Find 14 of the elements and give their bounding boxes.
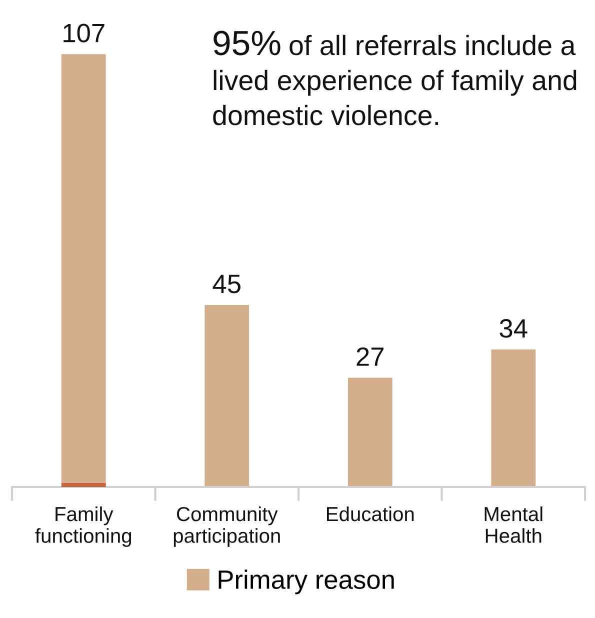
data-label: 107 <box>64 24 104 42</box>
data-label: 45 <box>212 274 240 294</box>
bar <box>204 304 250 487</box>
legend-label: Primary reason <box>218 570 394 594</box>
annotation: 95% of all referrals include a lived experience of family and domestic violence. <box>213 30 576 126</box>
x-tick-label: Education <box>326 506 414 522</box>
x-tick-label: Mental Health <box>484 506 542 543</box>
x-tick-label: Family functioning <box>35 506 132 547</box>
bar <box>491 349 536 487</box>
x-tick-label: Community participation <box>174 506 280 547</box>
bar <box>348 378 392 487</box>
data-label: 27 <box>356 347 384 366</box>
bar <box>61 482 106 487</box>
data-label: 34 <box>500 319 528 338</box>
